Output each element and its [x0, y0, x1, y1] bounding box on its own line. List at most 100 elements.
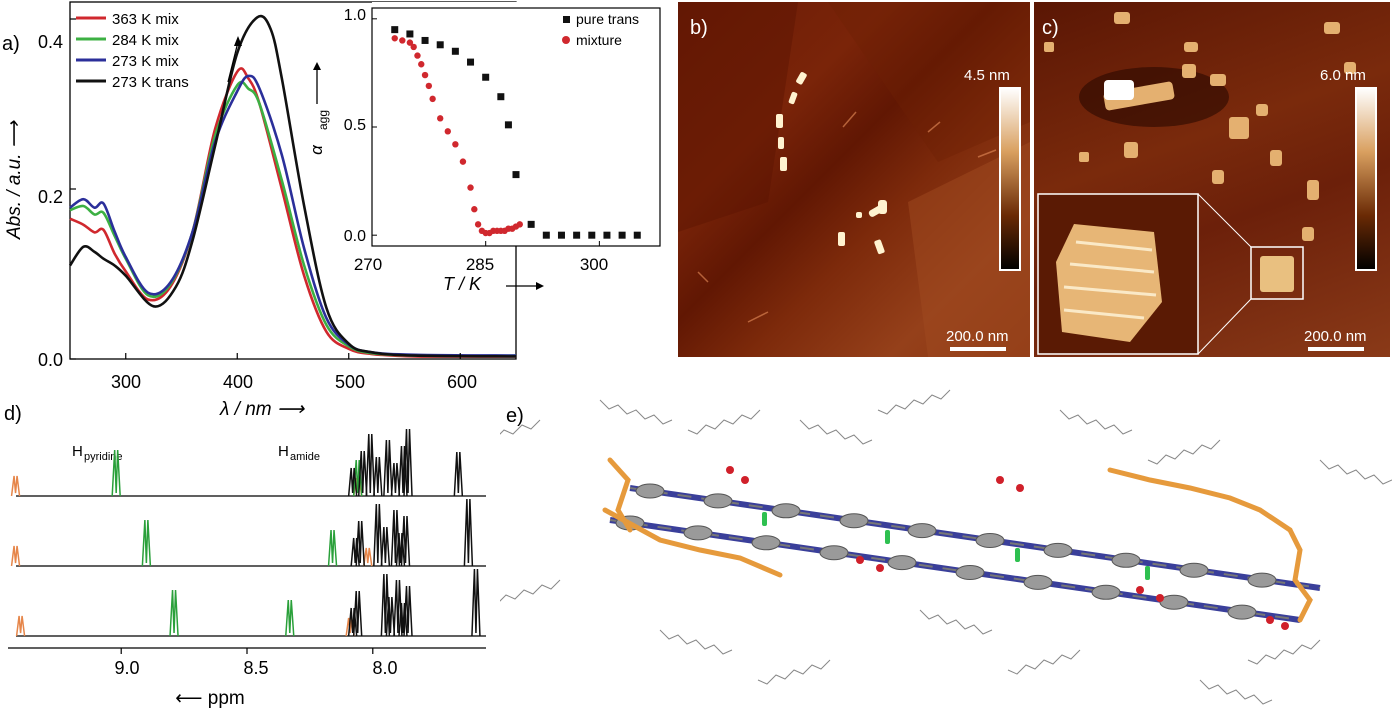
inset-x-tick: 285: [466, 255, 494, 274]
panel-label-d: d): [4, 403, 22, 425]
nmr-peak-black: [380, 573, 391, 637]
alkyl-chain: [1147, 439, 1221, 465]
inset-point-trans: [633, 231, 641, 239]
ring-bottom: [1159, 594, 1189, 610]
inset-point-trans: [527, 220, 535, 228]
panel-a-spectra: [68, 14, 517, 358]
panel-a-tick-marks: [70, 18, 461, 360]
panel-a-trend-arrow: [227, 41, 239, 83]
panel-a-y-label: Abs. / a.u. ⟶: [4, 120, 25, 240]
oxygen-atom: [726, 466, 734, 474]
inset-point-mixture: [414, 52, 421, 59]
inset-point-trans: [406, 30, 414, 38]
oxygen-atom: [741, 476, 749, 484]
alkyl-chains: [467, 389, 1392, 705]
inset-legend-trans: pure trans: [576, 11, 639, 27]
legend-label-284: 284 K mix: [112, 32, 179, 49]
panel-a-x-ticks: 300 400 500 600: [111, 372, 477, 392]
inset-point-trans: [603, 231, 611, 239]
inset-point-trans: [557, 231, 565, 239]
oxygen-atom: [856, 556, 864, 564]
inset-x-tick: 270: [354, 255, 382, 274]
nmr-peak-black: [380, 526, 391, 567]
ring-bottom: [887, 555, 917, 571]
inset-point-mixture: [471, 206, 478, 213]
panel-a-inset: 1.0 0.5 0.0 α agg 270 285 300 T / K pure…: [307, 2, 668, 294]
inset-point-mixture: [467, 184, 474, 191]
inset-point-trans: [512, 171, 520, 179]
panel-c-colorbar: [1355, 87, 1377, 271]
panel-b-svg: b) 4.5 nm 200.0 nm: [678, 2, 1030, 357]
oxygen-atom: [1136, 586, 1144, 594]
panel-a: a) Abs. / a.u. ⟶ 0.0 0.2 0.4 300 400 500…: [0, 0, 672, 400]
alkyl-chain: [877, 389, 951, 415]
panel-d-tick-marks: [120, 648, 374, 654]
nmr-peak-black: [463, 498, 474, 567]
panel-e-svg: e): [467, 389, 1392, 705]
panel-d-x-label: ⟵ ppm: [175, 688, 244, 709]
label-h-amide-sub: amide: [290, 451, 320, 463]
ring-top: [907, 523, 937, 539]
ring-top: [1111, 552, 1141, 568]
ring-bottom: [1023, 574, 1053, 590]
oxygen-atom: [1156, 594, 1164, 602]
halogen-atoms: [762, 512, 1150, 580]
inset-legend-square: [563, 16, 570, 23]
nmr-peak-green: [285, 599, 295, 637]
inset-y-tick: 1.0: [344, 7, 366, 24]
panel-c-svg: c) 6.0 nm 200.0 nm: [1037, 12, 1377, 355]
inset-point-mixture: [516, 221, 523, 228]
panel-a-svg: a) Abs. / a.u. ⟶ 0.0 0.2 0.4 300 400 500…: [2, 1, 668, 392]
ring-top: [975, 533, 1005, 548]
alkyl-chain: [757, 659, 831, 685]
inset-point-trans: [618, 231, 626, 239]
inset-point-mixture: [429, 95, 436, 103]
nmr-peak-black: [403, 428, 413, 497]
ring-bottom: [1227, 604, 1257, 620]
label-h-pyridine-sub: pyridine: [84, 451, 123, 463]
alkyl-chain: [1319, 459, 1392, 485]
alkyl-chain: [1059, 409, 1133, 435]
ring-top: [839, 513, 869, 529]
label-h-pyridine: H: [72, 443, 83, 460]
nmr-peak-black: [471, 568, 481, 637]
nmr-spectra: [10, 428, 486, 637]
inset-point-mixture: [459, 158, 467, 165]
inset-point-trans: [436, 41, 444, 49]
oxygen-atom: [1266, 616, 1274, 624]
panel-a-x-tick: 600: [447, 372, 477, 392]
nmr-peak-black: [347, 467, 358, 497]
spectrum-3: [68, 14, 517, 358]
alkyl-chain: [799, 419, 873, 445]
inset-point-mixture: [437, 115, 444, 122]
inset-x-arrowhead: [536, 282, 544, 290]
nmr-peak-orange: [10, 545, 21, 567]
inset-point-mixture: [418, 61, 425, 68]
inset-point-mixture: [406, 39, 414, 46]
nmr-peak-black: [373, 456, 383, 497]
alkyl-chain: [487, 579, 561, 605]
alkyl-chain: [687, 409, 761, 435]
inset-tick-marks: [371, 18, 600, 246]
legend-label-273-trans: 273 K trans: [112, 74, 189, 91]
nmr-peak-orange: [363, 547, 373, 567]
inset-point-trans: [467, 58, 475, 66]
nmr-peak-black: [355, 520, 365, 567]
inset-point-mixture: [391, 35, 398, 42]
ring-bottom: [955, 565, 985, 580]
spectrum-0: [69, 67, 517, 358]
inset-x-label: T / K: [443, 274, 482, 294]
inset-x-tick: 300: [580, 255, 608, 274]
alkyl-chain: [659, 629, 733, 655]
inset-points: [391, 26, 641, 239]
panel-e: e): [467, 380, 1392, 712]
inset-point-mixture: [444, 128, 451, 135]
alkyl-chain: [1247, 639, 1321, 665]
panel-b-scale-value: 4.5 nm: [964, 67, 1010, 84]
bright-aggregate: [1104, 80, 1134, 100]
aromatic-rings: [615, 483, 1277, 620]
zoom-line-bottom: [1197, 298, 1252, 355]
panel-label-a: a): [2, 33, 20, 55]
panel-a-x-tick: 400: [223, 372, 253, 392]
panel-b-afm-image: b) 4.5 nm 200.0 nm: [678, 2, 1030, 357]
